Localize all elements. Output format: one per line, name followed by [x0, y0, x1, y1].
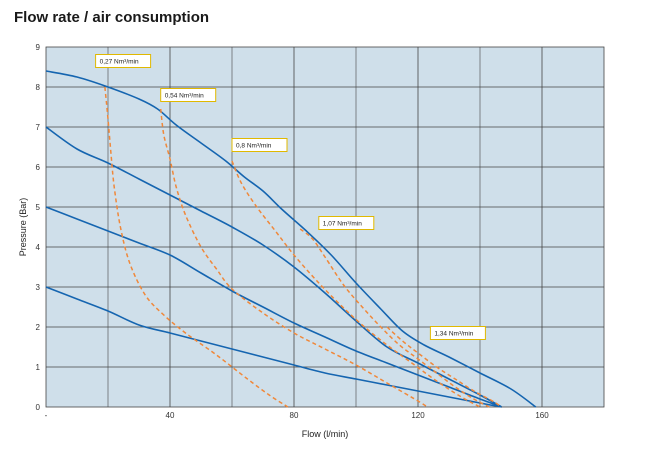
- air-label-text: 0,8 Nm³/min: [236, 142, 272, 149]
- air-curve-1: [159, 108, 428, 408]
- y-tick-label: 7: [36, 123, 41, 132]
- x-tick-label: 80: [290, 411, 299, 420]
- air-label-box: [95, 54, 152, 68]
- air-curve-3: [299, 228, 490, 408]
- chart-title: Flow rate / air consumption: [14, 9, 210, 26]
- air-label-text: 1,34 Nm³/min: [434, 330, 473, 337]
- y-axis-label: Pressure (Bar): [18, 198, 28, 257]
- x-tick-label: 160: [535, 411, 549, 420]
- x-axis-ticks: - 40 80 120 160: [45, 411, 550, 420]
- y-tick-label: 4: [36, 243, 41, 252]
- x-tick-label: 120: [411, 411, 425, 420]
- flow-curve-3: [45, 286, 502, 408]
- air-curve-4: [386, 326, 503, 408]
- y-tick-label: 3: [36, 283, 41, 292]
- air-label-3: 1,07 Nm³/min: [318, 216, 375, 230]
- flow-curve-0: [45, 70, 537, 408]
- x-tick-label: -: [45, 411, 48, 420]
- y-tick-label: 1: [36, 363, 41, 372]
- air-label-0: 0,27 Nm³/min: [95, 54, 152, 68]
- air-label-2: 0,8 Nm³/min: [231, 138, 288, 152]
- flow-curve-2: [45, 206, 502, 408]
- y-tick-label: 9: [36, 43, 41, 52]
- air-label-box: [429, 326, 486, 340]
- y-axis-ticks: 0 1 2 3 4 5 6 7 8 9: [36, 43, 41, 412]
- x-tick-label: 40: [166, 411, 175, 420]
- y-tick-label: 0: [36, 403, 41, 412]
- air-label-text: 0,54 Nm³/min: [165, 92, 204, 99]
- air-label-box: [231, 138, 288, 152]
- air-label-text: 1,07 Nm³/min: [323, 220, 362, 227]
- air-curve-0: [104, 86, 289, 408]
- air-label-4: 1,34 Nm³/min: [429, 326, 486, 340]
- air-consumption-labels: 0,27 Nm³/min 0,54 Nm³/min 0,8 Nm³/min 1,07 …: [95, 54, 486, 340]
- air-consumption-curves: [104, 86, 503, 408]
- y-tick-label: 5: [36, 203, 41, 212]
- y-tick-label: 6: [36, 163, 41, 172]
- air-label-box: [318, 216, 375, 230]
- y-tick-label: 8: [36, 83, 41, 92]
- y-tick-label: 2: [36, 323, 41, 332]
- air-label-1: 0,54 Nm³/min: [160, 88, 217, 102]
- air-curve-2: [231, 160, 481, 408]
- air-label-text: 0,27 Nm³/min: [100, 58, 139, 65]
- air-label-box: [160, 88, 217, 102]
- x-axis-label: Flow (l/min): [302, 429, 349, 439]
